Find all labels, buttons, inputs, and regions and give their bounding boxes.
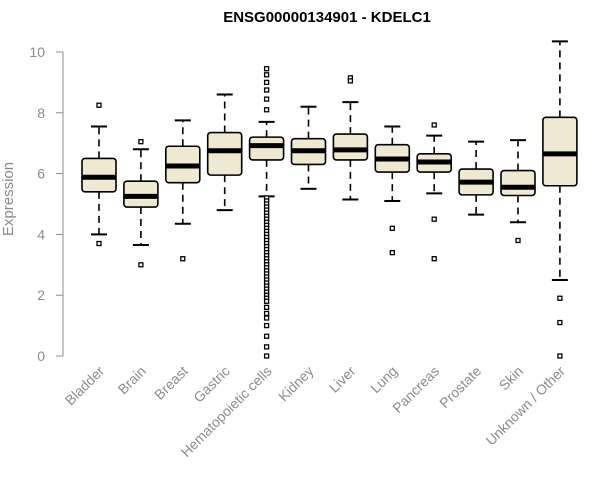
outlier-point	[263, 79, 270, 86]
y-axis-label: Expression	[0, 162, 17, 236]
iqr-box	[248, 136, 285, 161]
outlier-point	[96, 240, 102, 247]
x-category-label: Kidney	[275, 363, 317, 405]
box-unknown-other	[542, 40, 578, 359]
outlier-point	[557, 319, 563, 326]
x-category-label: Unknown / Other	[482, 363, 568, 449]
outlier-point	[263, 344, 270, 350]
outlier-point	[557, 353, 563, 359]
y-tick-label: 4	[37, 226, 45, 242]
box-lung	[374, 125, 411, 256]
y-tick-label: 8	[37, 105, 45, 121]
x-category-label: Breast	[151, 363, 191, 403]
box-gastric	[206, 93, 243, 212]
x-category-label: Skin	[496, 363, 527, 394]
outlier-point	[263, 96, 270, 102]
box-hematopoietic-cells	[248, 66, 285, 359]
chart-title: ENSG00000134901 - KDELC1	[223, 9, 431, 26]
box-series	[81, 40, 578, 359]
box-brain	[123, 139, 159, 268]
y-tick-label: 2	[37, 287, 45, 303]
outlier-point	[347, 78, 354, 84]
box-skin	[500, 139, 536, 244]
y-tick-label: 0	[37, 348, 45, 364]
outlier-point	[263, 72, 270, 78]
iqr-box	[332, 133, 369, 161]
box-prostate	[458, 140, 494, 216]
y-tick-label: 6	[37, 166, 45, 182]
outlier-point	[263, 298, 270, 304]
outlier-point	[263, 315, 270, 321]
outlier-point	[557, 295, 563, 301]
outlier-point	[431, 122, 437, 128]
x-category-label: Brain	[115, 363, 149, 397]
outlier-point	[263, 310, 270, 317]
outlier-point	[263, 304, 270, 311]
box-kidney	[290, 105, 327, 190]
outlier-point	[263, 353, 270, 359]
box-bladder	[81, 102, 117, 247]
outlier-point	[138, 139, 144, 145]
iqr-box	[500, 169, 536, 197]
outlier-point	[263, 107, 270, 113]
outlier-point	[389, 249, 395, 256]
y-axis-ticks: 0 2 4 6 8 10	[29, 44, 63, 364]
box-liver	[332, 75, 369, 201]
iqr-box	[206, 131, 243, 176]
y-tick-label: 10	[29, 44, 45, 60]
outlier-point	[263, 66, 270, 72]
outlier-point	[180, 256, 186, 262]
box-pancreas	[416, 122, 453, 262]
x-category-label: Bladder	[62, 363, 108, 409]
outlier-point	[263, 87, 270, 93]
outlier-point	[96, 102, 102, 108]
x-category-label: Pancreas	[389, 363, 442, 416]
x-category-label: Liver	[326, 363, 359, 396]
outlier-point	[515, 237, 521, 244]
outlier-point	[431, 256, 437, 262]
outlier-point	[263, 333, 270, 339]
outlier-point	[138, 262, 144, 268]
outlier-point	[263, 322, 270, 329]
x-category-label: Lung	[367, 363, 400, 396]
outlier-point	[431, 216, 437, 222]
x-category-label: Prostate	[436, 363, 484, 411]
box-breast	[165, 119, 201, 262]
outlier-point	[389, 225, 395, 231]
